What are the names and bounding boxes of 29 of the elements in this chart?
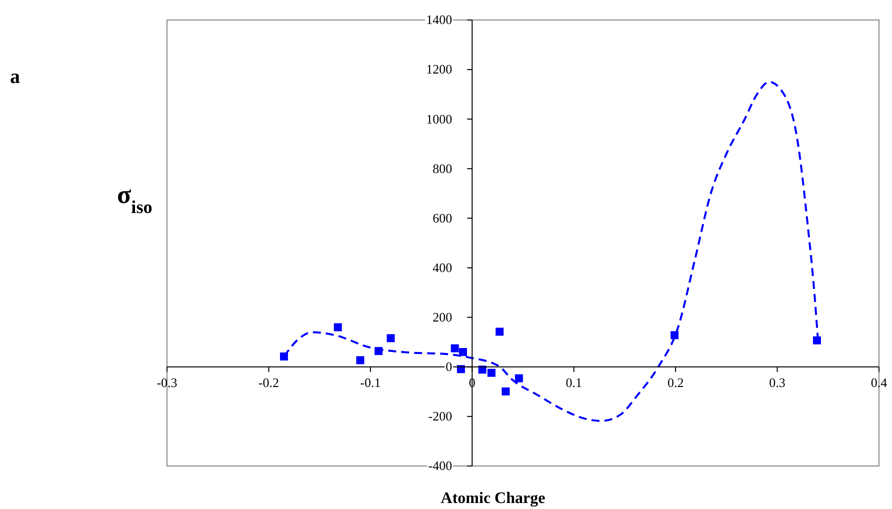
point — [487, 368, 496, 377]
point — [386, 334, 395, 342]
y-tick-label: 0 — [446, 359, 452, 374]
y-tick-label: -400 — [428, 458, 452, 474]
x-tick-label: -0.1 — [360, 375, 381, 390]
x-tick-label: 0.2 — [667, 375, 684, 390]
point — [458, 348, 467, 356]
y-tick-label: 800 — [432, 160, 452, 176]
point — [502, 387, 510, 396]
y-tick-label: 1400 — [426, 12, 452, 28]
x-tick-label: 0.4 — [870, 375, 888, 390]
point — [496, 328, 504, 336]
y-axis-title: σ$_{iso}$ — [117, 180, 152, 217]
y-tick-label: 1200 — [426, 62, 452, 77]
y-tick-label: 200 — [432, 309, 452, 324]
x-tick-label: 0.3 — [769, 375, 786, 390]
x-tick-label: -0.2 — [258, 375, 280, 390]
y-tick-label: 600 — [432, 210, 452, 226]
point — [356, 356, 364, 364]
point — [450, 344, 459, 352]
y-tick-label: 1000 — [426, 111, 452, 126]
y-tick-label: -200 — [428, 408, 452, 424]
x-tick-label: -0.3 — [156, 375, 178, 390]
text: a — [10, 66, 20, 88]
point — [514, 374, 523, 382]
x-axis-title: Atomic Charge — [440, 490, 546, 507]
point — [334, 323, 342, 332]
y-tick-label: 400 — [432, 260, 452, 275]
x-tick-label: 0.1 — [566, 375, 582, 390]
